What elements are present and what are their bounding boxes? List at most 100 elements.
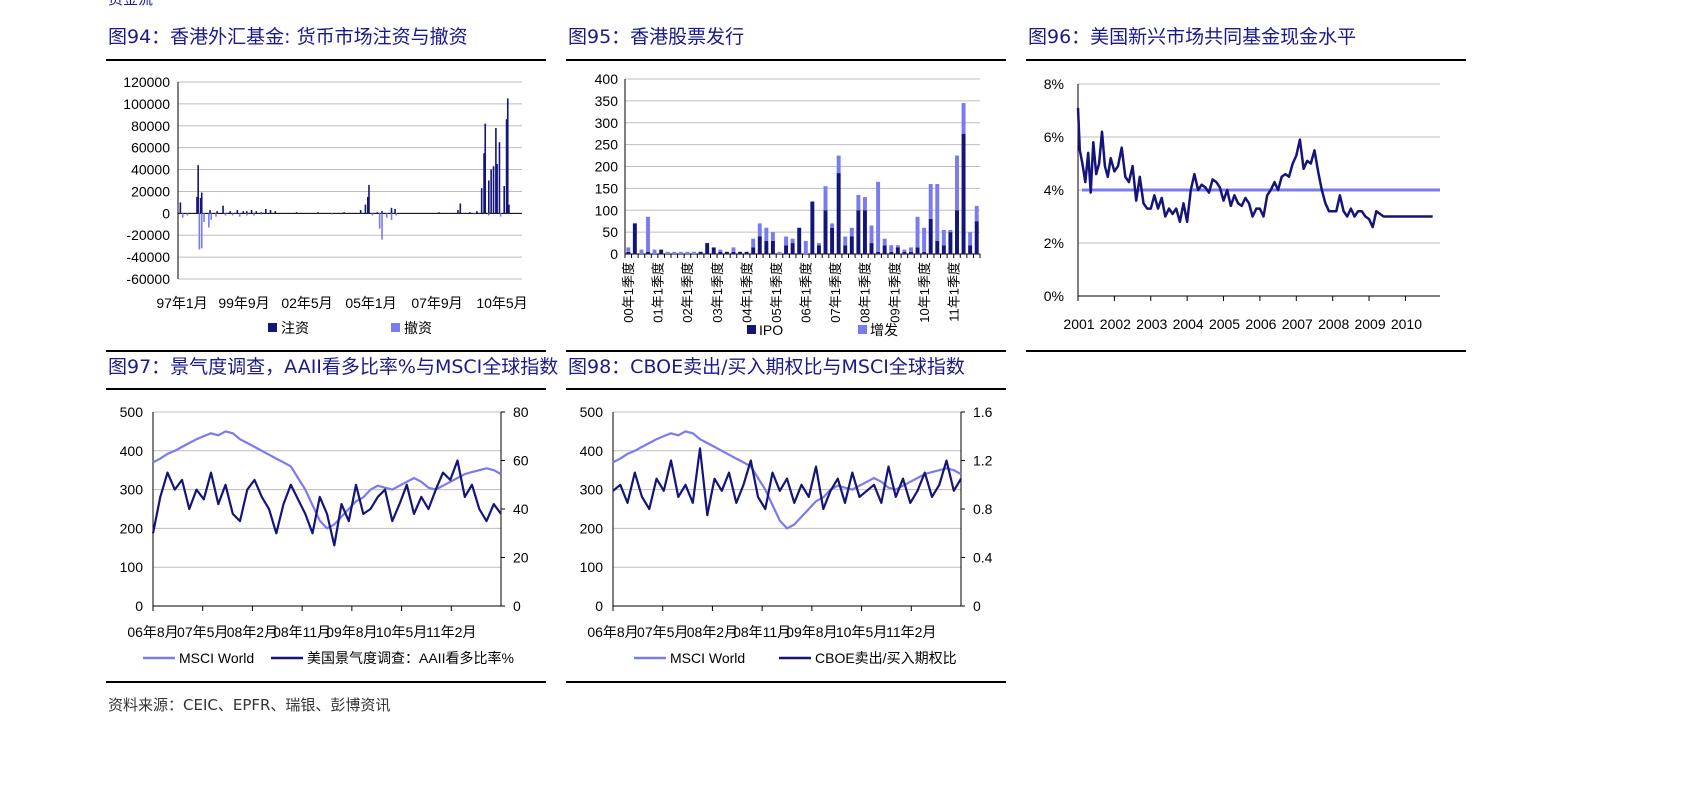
bar-secondary [665, 251, 670, 254]
y-tick-label-left: 500 [120, 404, 144, 420]
x-tick-label: 2003 [1136, 316, 1167, 332]
bar-inflow [495, 127, 497, 214]
y-tick-label-left: 200 [580, 520, 604, 536]
y-tick-label: 120000 [123, 74, 170, 90]
x-tick-label: 05年1季度 [769, 262, 784, 323]
bar-inflow [476, 211, 478, 214]
bar-outflow [210, 213, 213, 220]
y-tick-label-right: 20 [513, 550, 529, 566]
bar-secondary [955, 155, 959, 211]
bar-secondary [626, 247, 631, 252]
x-tick-label: 03年1季度 [710, 262, 725, 323]
bar-inflow [394, 208, 396, 214]
bar-outflow [231, 213, 234, 216]
bar-inflow [236, 210, 239, 214]
bar-inflow [317, 212, 319, 214]
x-tick-label: 2005 [1209, 316, 1240, 332]
y-tick-label-left: 100 [120, 559, 144, 575]
bar-inflow [508, 204, 510, 214]
bar-inflow [438, 212, 440, 214]
bar-ipo [810, 201, 815, 254]
bar-inflow [216, 211, 218, 214]
x-tick-label: 02年5月 [281, 295, 332, 311]
figure-98-bottom-rule [566, 681, 1006, 683]
bar-secondary [757, 223, 762, 237]
x-tick-label: 08年2月 [687, 624, 738, 640]
y-tick-label: 40000 [131, 162, 170, 178]
bar-outflow [181, 213, 184, 218]
bar-ipo [922, 251, 927, 254]
x-tick-label: 2001 [1063, 316, 1094, 332]
y-tick-label: -20000 [126, 227, 170, 243]
y-tick-label-right: 0.8 [973, 501, 993, 517]
x-tick-label: 06年8月 [127, 624, 178, 640]
y-tick-label: 350 [595, 93, 619, 109]
bar-inflow [179, 202, 182, 214]
x-tick-label: 2006 [1245, 316, 1276, 332]
legend-label-msci-world: MSCI World [179, 650, 254, 666]
bar-secondary [876, 181, 881, 252]
bar-outflow [203, 213, 205, 223]
y-tick-label-left: 300 [580, 482, 604, 498]
bar-secondary [856, 194, 861, 211]
bar-ipo [751, 247, 756, 254]
bar-inflow [359, 210, 362, 214]
bar-inflow [503, 185, 506, 214]
bar-inflow [390, 207, 393, 214]
bar-inflow [487, 180, 490, 214]
bar-ipo [626, 251, 631, 254]
legend-swatch-outflow [391, 323, 400, 332]
bar-ipo [659, 249, 664, 254]
figure-98-chart: 50040030020010001.61.20.80.4006年8月07年5月0… [580, 404, 993, 666]
bar-inflow [209, 210, 211, 214]
bar-secondary [678, 251, 683, 254]
bar-ipo [961, 133, 966, 254]
bar-inflow [469, 212, 471, 214]
figure-96-title: 图96：美国新兴市场共同基金现金水平 [1028, 26, 1357, 48]
bar-inflow [295, 212, 298, 214]
bar-inflow [197, 165, 199, 214]
bar-outflow [260, 213, 262, 215]
bar-ipo [856, 210, 861, 254]
bar-ipo [869, 243, 874, 254]
y-tick-label-left: 500 [580, 404, 604, 420]
bar-outflow [238, 213, 241, 217]
x-tick-label: 01年1季度 [651, 262, 666, 323]
x-tick-label: 09年1季度 [887, 262, 902, 323]
bar-outflow [390, 213, 393, 220]
y-tick-label-left: 100 [580, 559, 604, 575]
x-tick-label: 99年9月 [218, 295, 269, 311]
bar-secondary [895, 245, 900, 248]
bar-secondary [830, 223, 835, 228]
series-line-msci-world [612, 430, 962, 530]
bar-ipo [889, 251, 894, 254]
bar-inflow [506, 98, 509, 214]
bar-ipo [764, 240, 769, 254]
figure-94-chart: 120000 100000 80000 60000 40000 20000 0 -20000 -… [123, 74, 527, 336]
y-tick-label: 150 [595, 180, 619, 196]
bar-outflow [487, 213, 490, 216]
bar-outflow [200, 213, 203, 249]
figure-95-title: 图95：香港股票发行 [568, 26, 745, 48]
y-tick-label: 100 [595, 202, 619, 218]
bar-outflow [198, 213, 201, 250]
y-tick-label-left: 300 [120, 482, 144, 498]
y-tick-label-right: 80 [513, 404, 529, 420]
figure-94-title: 图94：香港外汇基金: 货币市场注资与撤资 [108, 26, 468, 48]
bar-ipo [882, 245, 887, 254]
bar-inflow [343, 212, 345, 214]
bar-ipo [909, 251, 913, 254]
bar-secondary [843, 236, 848, 246]
legend-swatch-secondary [858, 325, 867, 334]
legend-swatch-ipo [747, 325, 756, 334]
x-tick-label: 09年8月 [786, 624, 837, 640]
y-tick-label: 60000 [131, 140, 170, 156]
bar-inflow [200, 192, 203, 214]
x-tick-label: 2009 [1354, 316, 1385, 332]
figure-94-bottom-rule [106, 350, 546, 352]
bar-outflow [208, 213, 210, 228]
y-tick-label: 400 [595, 71, 619, 87]
bar-secondary [928, 184, 933, 219]
bar-ipo [974, 221, 979, 254]
bar-ipo [935, 240, 940, 254]
